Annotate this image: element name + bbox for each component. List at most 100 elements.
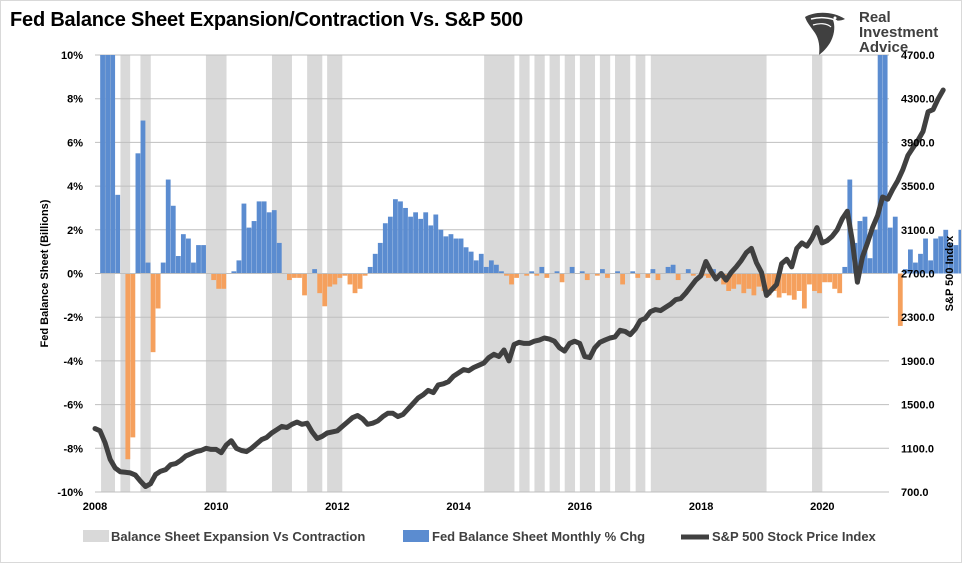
fed-bar (665, 266, 671, 274)
fed-bar (801, 273, 807, 309)
fed-bar (529, 271, 535, 274)
y-tick-label: -2% (63, 312, 83, 324)
fed-bar (367, 266, 373, 274)
fed-bar (786, 273, 792, 296)
fed-bar (145, 262, 151, 274)
fed-bar (907, 249, 913, 274)
fed-bar (827, 273, 833, 283)
y-tick-label: -6% (63, 400, 83, 412)
fed-bar (887, 227, 893, 274)
legend-label-shade: Balance Sheet Expansion Vs Contraction (111, 529, 365, 544)
fed-bar (933, 238, 939, 274)
fed-bar (726, 273, 732, 291)
fed-bar (690, 273, 696, 276)
fed-bar (751, 273, 757, 296)
fed-bar (347, 273, 353, 285)
y2-tick-label: 3100.0 (901, 225, 935, 237)
fed-bar (913, 262, 918, 274)
fed-bar (670, 264, 676, 274)
fed-bar (236, 260, 242, 274)
fed-bar (902, 269, 908, 274)
legend-swatch-shade (83, 530, 109, 542)
fed-bar (387, 216, 393, 274)
fed-bar (382, 223, 388, 274)
chart-title: Fed Balance Sheet Expansion/Contraction … (10, 9, 523, 31)
fed-bar (211, 273, 217, 281)
fed-bar (201, 245, 206, 274)
fed-bar (953, 245, 959, 274)
fed-bar (488, 260, 494, 274)
fed-bar (918, 253, 923, 274)
fed-bar (468, 251, 474, 274)
fed-bar (408, 216, 413, 274)
fed-bar (393, 199, 398, 274)
y-tick-label: 0% (67, 269, 83, 281)
fed-bar (892, 216, 898, 274)
fed-bar (605, 273, 610, 278)
fed-bar (135, 153, 141, 274)
fed-bar (509, 273, 514, 285)
fed-bar (180, 234, 186, 274)
y2-tick-label: 4700.0 (901, 50, 935, 62)
fed-bar (317, 273, 323, 294)
fed-bar (165, 179, 171, 274)
fed-bar (620, 273, 626, 285)
y-tick-label: 10% (61, 50, 83, 62)
fed-bar (372, 253, 378, 274)
fed-bar (493, 264, 499, 274)
fed-bar (473, 260, 479, 274)
fed-bar (246, 227, 252, 274)
fed-bar (559, 273, 565, 283)
fed-bar (504, 273, 509, 276)
fed-bar (685, 269, 691, 274)
fed-bar (448, 234, 454, 274)
fed-bar (958, 229, 961, 274)
fed-bar (822, 273, 827, 283)
x-tick-label: 2012 (325, 501, 349, 513)
x-tick-label: 2010 (204, 501, 228, 513)
fed-bar (776, 273, 782, 298)
fed-bar (342, 273, 348, 276)
fed-bar (837, 273, 843, 294)
fed-bar (897, 273, 903, 326)
fed-bar (499, 271, 504, 274)
y-tick-label: 4% (67, 181, 83, 193)
fed-bar (675, 273, 681, 281)
fed-bar (443, 236, 449, 274)
fed-bar (731, 273, 737, 289)
fed-bar (241, 203, 247, 274)
fed-bar (807, 273, 812, 285)
fed-bar (261, 201, 267, 274)
y2-tick-label: 3500.0 (901, 181, 935, 193)
fed-bar (271, 210, 277, 274)
fed-bar (110, 55, 116, 274)
fed-bar (377, 242, 383, 274)
y-tick-label: -4% (63, 356, 83, 368)
fed-bar (478, 253, 484, 274)
fed-bar (413, 212, 419, 274)
y2-tick-label: 700.0 (901, 487, 929, 499)
fed-bar (458, 238, 464, 274)
fed-bar (327, 273, 333, 287)
y-tick-label: 8% (67, 94, 83, 106)
fed-bar (160, 262, 166, 274)
fed-bar (524, 273, 530, 276)
fed-bar (105, 55, 111, 274)
fed-bar (842, 266, 848, 274)
fed-bar (615, 271, 620, 274)
legend-label-bars: Fed Balance Sheet Monthly % Chg (432, 529, 645, 544)
fed-bar (130, 273, 136, 438)
x-tick-label: 2016 (568, 501, 592, 513)
x-tick-label: 2020 (810, 501, 834, 513)
fed-bar (292, 273, 297, 278)
sp500-line (92, 87, 946, 489)
y-tick-label: 6% (67, 137, 83, 149)
fed-bar (216, 273, 222, 289)
fed-bar (817, 273, 822, 294)
fed-bar (150, 273, 156, 353)
x-tick-label: 2008 (83, 501, 107, 513)
fed-bar (645, 273, 651, 278)
fed-bar (276, 242, 282, 274)
y2-axis-title: S&P 500 Index (944, 235, 956, 311)
